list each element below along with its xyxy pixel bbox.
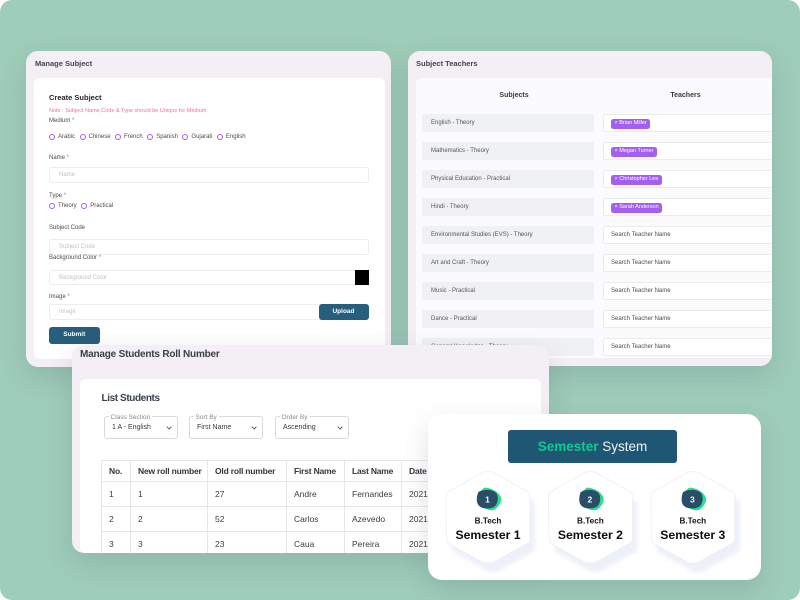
svg-text:Semester 1: Semester 1	[455, 528, 520, 542]
svg-text:1: 1	[485, 495, 490, 505]
svg-text:Semester 3: Semester 3	[660, 528, 725, 542]
svg-text:B.Tech: B.Tech	[577, 517, 604, 526]
svg-text:B.Tech: B.Tech	[679, 517, 706, 526]
svg-text:2: 2	[588, 495, 593, 505]
svg-text:B.Tech: B.Tech	[475, 517, 502, 526]
svg-text:Semester 2: Semester 2	[558, 528, 623, 542]
svg-text:3: 3	[690, 495, 695, 505]
